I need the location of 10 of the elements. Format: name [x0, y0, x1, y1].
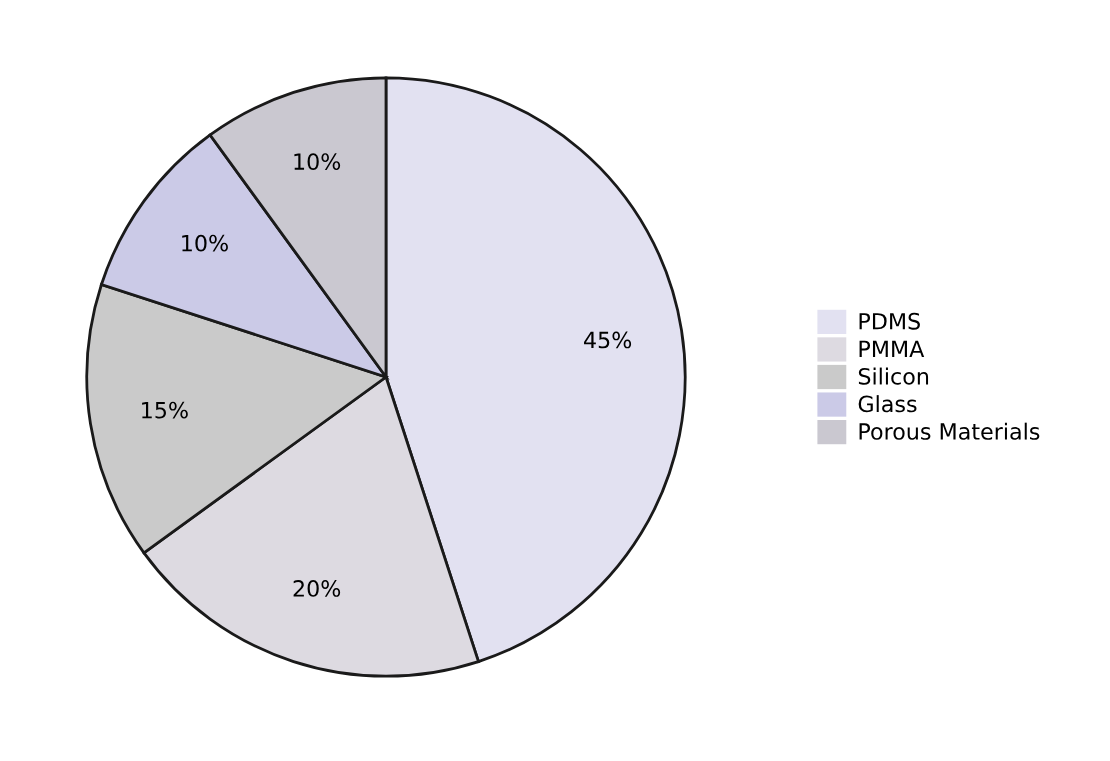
legend-label: Glass [858, 395, 917, 413]
data-label: 15% [142, 401, 188, 419]
data-label: 10% [294, 153, 341, 171]
data-label: 10% [182, 234, 228, 252]
legend-label: Silicon [858, 367, 929, 385]
data-label: 45% [584, 331, 632, 349]
legend-label: Porous Materials [859, 422, 1040, 440]
legend-label: PDMS [859, 312, 920, 330]
legend-label: PMMA [859, 340, 925, 357]
data-label: 20% [293, 580, 341, 597]
